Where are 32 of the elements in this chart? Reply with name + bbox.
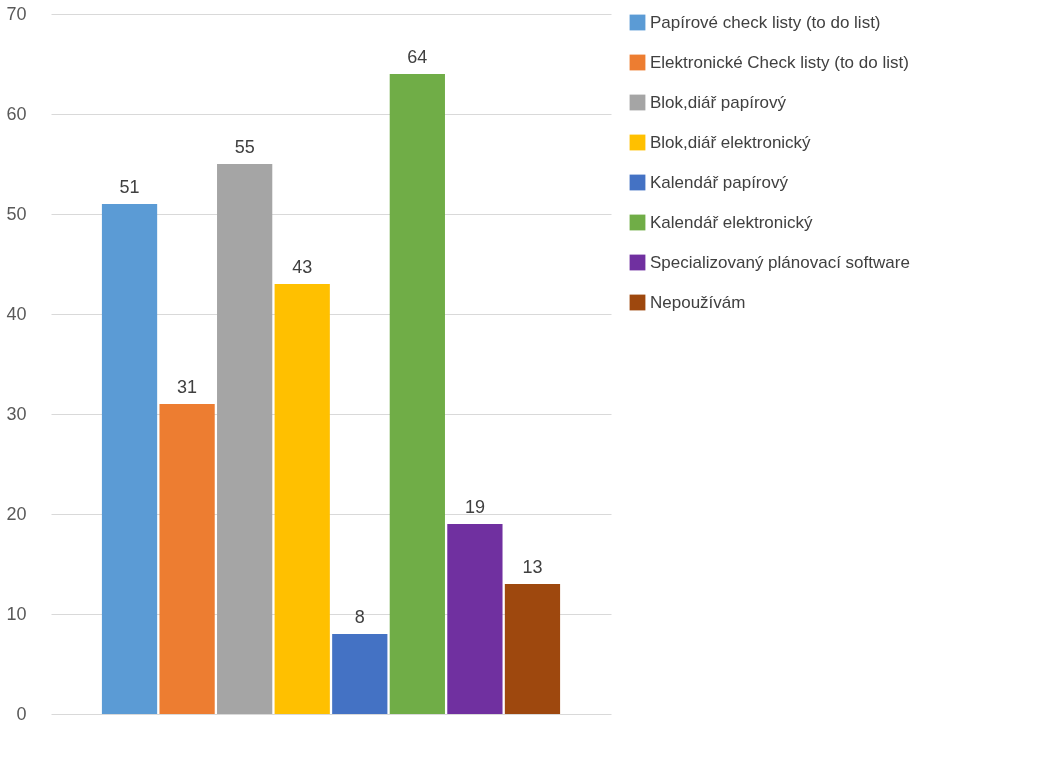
bar: [447, 524, 503, 714]
legend-label: Specializovaný plánovací software: [650, 252, 910, 272]
y-tick-label: 20: [6, 503, 27, 524]
y-tick-label: 70: [6, 3, 27, 24]
legend-label: Blok,diář elektronický: [650, 132, 812, 152]
data-label: 55: [234, 137, 255, 157]
data-label: 8: [354, 607, 365, 627]
data-label: 31: [177, 377, 198, 397]
bar: [101, 204, 158, 714]
y-tick-label: 60: [6, 103, 27, 124]
data-label: 43: [292, 257, 313, 277]
data-label: 13: [522, 557, 543, 577]
bar: [332, 634, 388, 714]
bar: [389, 74, 445, 714]
bar: [274, 284, 330, 714]
bar: [159, 404, 215, 714]
legend-label: Papírové check listy (to do list): [650, 12, 881, 32]
legend-label: Nepoužívám: [650, 292, 746, 312]
y-tick-label: 40: [6, 303, 27, 324]
legend-label: Kalendář elektronický: [650, 212, 814, 232]
legend-label: Kalendář papírový: [650, 172, 789, 192]
data-label: 19: [464, 497, 485, 517]
data-label: 64: [407, 47, 428, 67]
bar: [217, 164, 273, 714]
legend-label: Elektronické Check listy (to do list): [650, 52, 909, 72]
y-tick-label: 0: [16, 703, 27, 724]
y-tick-label: 30: [6, 403, 27, 424]
y-tick-label: 10: [6, 603, 27, 624]
bar: [504, 584, 561, 714]
legend-label: Blok,diář papírový: [650, 92, 787, 112]
data-label: 51: [119, 177, 140, 197]
y-tick-label: 50: [6, 203, 27, 224]
